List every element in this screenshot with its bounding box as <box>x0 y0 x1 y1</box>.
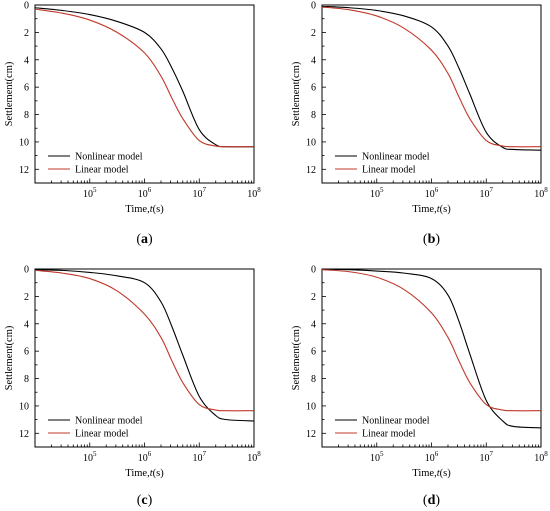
y-tick-label: 2 <box>311 292 316 303</box>
legend-label: Nonlinear model <box>75 416 143 427</box>
x-tick-label: 108 <box>247 186 261 200</box>
x-tick-label: 107 <box>480 450 494 464</box>
y-tick-label: 4 <box>311 55 316 66</box>
x-axis-label: Time,t(s) <box>125 204 164 215</box>
x-tick-label: 106 <box>425 186 439 200</box>
y-tick-label: 6 <box>24 83 29 94</box>
chart-panel-a: 0 2 4 6 8 10 12 105 106 107 108 Time,t(s) Settlement… <box>4 1 261 248</box>
x-tick-label: 106 <box>138 186 152 200</box>
legend-label: Linear model <box>75 165 129 176</box>
series-line-nonlinear-model <box>321 268 542 429</box>
x-tick-label: 107 <box>193 186 207 200</box>
y-tick-label: 10 <box>306 137 316 148</box>
x-tick-label: 105 <box>370 450 384 464</box>
y-tick-label: 8 <box>24 374 29 385</box>
panel-label: (c) <box>137 493 153 508</box>
y-tick-label: 0 <box>311 1 316 12</box>
legend-label: Linear model <box>362 165 416 176</box>
x-tick-label: 108 <box>247 450 261 464</box>
x-tick-label: 105 <box>83 450 97 464</box>
y-tick-label: 10 <box>306 401 316 412</box>
y-tick-label: 8 <box>311 374 316 385</box>
x-tick-label: 105 <box>370 186 384 200</box>
y-tick-label: 2 <box>311 28 316 39</box>
chart-panel-c: 0 2 4 6 8 10 12 105 106 107 108 Time,t(s) Settlement… <box>4 265 261 509</box>
y-tick-label: 6 <box>311 83 316 94</box>
legend-label: Linear model <box>75 429 129 440</box>
y-tick-label: 12 <box>306 165 316 176</box>
panel-label: (b) <box>423 232 440 247</box>
y-tick-label: 2 <box>24 292 29 303</box>
y-tick-label: 10 <box>19 401 29 412</box>
y-tick-label: 8 <box>311 110 316 121</box>
series-line-linear-model <box>321 269 542 412</box>
x-tick-label: 108 <box>534 450 548 464</box>
series-line-linear-model <box>321 6 542 148</box>
legend-label: Linear model <box>362 429 416 440</box>
chart-panel-b: 0 2 4 6 8 10 12 105 106 107 108 Time,t(s) Settlement… <box>291 1 548 248</box>
series-line-linear-model <box>34 269 255 412</box>
x-tick-label: 107 <box>480 186 494 200</box>
y-tick-label: 4 <box>311 319 316 330</box>
y-axis-label: Settlement(cm) <box>291 61 302 126</box>
x-tick-label: 105 <box>83 186 97 200</box>
y-tick-label: 12 <box>306 429 316 440</box>
x-tick-label: 108 <box>534 186 548 200</box>
x-tick-label: 106 <box>425 450 439 464</box>
y-tick-label: 4 <box>24 319 29 330</box>
series-line-nonlinear-model <box>321 5 542 151</box>
y-tick-label: 12 <box>19 165 29 176</box>
y-tick-label: 12 <box>19 429 29 440</box>
chart-panel-d: 0 2 4 6 8 10 12 105 106 107 108 Time,t(s) Settlement… <box>291 265 548 509</box>
x-tick-label: 106 <box>138 450 152 464</box>
y-tick-label: 0 <box>24 1 29 12</box>
y-tick-label: 2 <box>24 28 29 39</box>
y-tick-label: 6 <box>311 347 316 358</box>
y-tick-label: 8 <box>24 110 29 121</box>
x-tick-label: 107 <box>193 450 207 464</box>
y-axis-label: Settlement(cm) <box>4 61 15 126</box>
legend-label: Nonlinear model <box>362 152 430 163</box>
y-axis-label: Settlement(cm) <box>4 325 15 390</box>
y-tick-label: 4 <box>24 55 29 66</box>
x-axis-label: Time,t(s) <box>412 204 451 215</box>
y-tick-label: 6 <box>24 347 29 358</box>
panel-label: (d) <box>423 493 440 508</box>
legend-label: Nonlinear model <box>362 416 430 427</box>
x-axis-label: Time,t(s) <box>125 468 164 479</box>
series-line-nonlinear-model <box>34 269 255 422</box>
y-tick-label: 0 <box>24 265 29 276</box>
y-axis-label: Settlement(cm) <box>291 325 302 390</box>
series-line-nonlinear-model <box>34 7 255 148</box>
x-axis-label: Time,t(s) <box>412 468 451 479</box>
series-line-linear-model <box>34 8 255 148</box>
y-tick-label: 10 <box>19 137 29 148</box>
legend-label: Nonlinear model <box>75 152 143 163</box>
y-tick-label: 0 <box>311 265 316 276</box>
panel-label: (a) <box>136 232 153 247</box>
